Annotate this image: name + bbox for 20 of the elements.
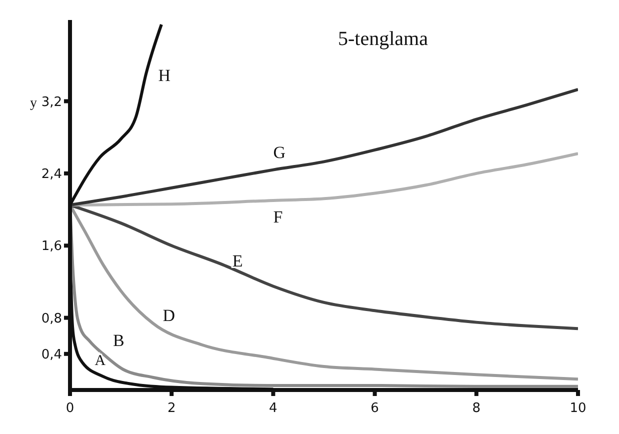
x-tick-label: 4: [269, 401, 278, 416]
x-tick-label: 8: [472, 401, 481, 416]
x-tick-label: 2: [167, 401, 176, 416]
y-axis-title: y: [30, 96, 37, 112]
series-label: F: [273, 207, 283, 226]
series-label: D: [162, 306, 176, 326]
y-tick-label: 0,4: [41, 348, 62, 363]
x-tick-label: 10: [570, 401, 586, 416]
y-tick-label: 0,8: [41, 311, 62, 326]
series-label: H: [158, 66, 170, 86]
x-tick-label: 0: [66, 401, 74, 416]
chart-title: 5-tenglama: [338, 28, 428, 51]
series-label: A: [94, 352, 106, 369]
series-label: B: [113, 330, 124, 350]
series-label: E: [232, 252, 243, 271]
y-tick-label: 2,4: [41, 167, 62, 182]
y-tick-label: 1,6: [41, 239, 62, 254]
y-tick-label: 3,2: [41, 94, 62, 110]
series-label: G: [273, 142, 286, 162]
x-tick-label: 6: [370, 401, 379, 416]
